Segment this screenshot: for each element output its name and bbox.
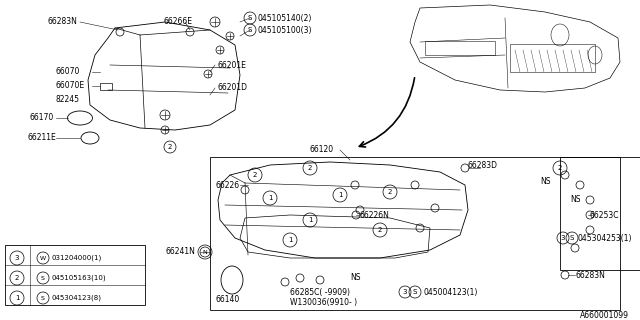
- Text: 66170: 66170: [30, 114, 54, 123]
- Text: 66283N: 66283N: [576, 270, 606, 279]
- Text: 1: 1: [338, 192, 342, 198]
- Text: W: W: [40, 255, 46, 260]
- Text: 66241N: 66241N: [165, 247, 195, 257]
- Text: 1: 1: [308, 217, 312, 223]
- Text: 2: 2: [253, 172, 257, 178]
- Text: S: S: [41, 276, 45, 281]
- Text: 2: 2: [388, 189, 392, 195]
- Bar: [210, 157, 620, 310]
- Text: 66211E: 66211E: [28, 133, 57, 142]
- Text: 66070E: 66070E: [56, 82, 85, 91]
- Text: 2: 2: [308, 165, 312, 171]
- Text: 66253C: 66253C: [590, 211, 620, 220]
- Text: 66226: 66226: [215, 180, 239, 189]
- Text: S: S: [248, 15, 252, 21]
- Text: 66283D: 66283D: [468, 161, 498, 170]
- Text: 045105100(3): 045105100(3): [258, 26, 312, 35]
- Text: 3: 3: [561, 235, 565, 241]
- Text: 045004123(1): 045004123(1): [423, 287, 477, 297]
- Text: S: S: [248, 27, 252, 33]
- Text: W130036(9910- ): W130036(9910- ): [290, 299, 357, 308]
- Text: 2: 2: [558, 165, 562, 171]
- Text: 3: 3: [15, 255, 19, 261]
- Text: N: N: [203, 250, 207, 254]
- Text: NS: NS: [350, 274, 360, 283]
- Text: 2: 2: [378, 227, 382, 233]
- Text: NS: NS: [570, 196, 580, 204]
- Bar: [560, 157, 640, 270]
- Text: 66201D: 66201D: [218, 84, 248, 92]
- Text: 66201E: 66201E: [218, 60, 247, 69]
- Text: 045105140(2): 045105140(2): [258, 13, 312, 22]
- Bar: [5, 245, 145, 305]
- Text: 1: 1: [15, 295, 19, 301]
- Text: 045105163(10): 045105163(10): [52, 275, 107, 281]
- Text: NS: NS: [540, 178, 550, 187]
- Text: S: S: [41, 295, 45, 300]
- Text: 2: 2: [168, 144, 172, 150]
- Text: A660001099: A660001099: [580, 311, 629, 320]
- Text: 1: 1: [288, 237, 292, 243]
- Text: 66266E: 66266E: [163, 18, 192, 27]
- Text: 1: 1: [268, 195, 272, 201]
- Text: 66285C( -9909): 66285C( -9909): [290, 287, 350, 297]
- Text: 82245: 82245: [56, 95, 80, 105]
- Bar: [510, 44, 595, 72]
- Text: 66070: 66070: [56, 68, 81, 76]
- Text: S: S: [570, 235, 574, 241]
- Text: 045304253(1): 045304253(1): [578, 234, 632, 243]
- Text: 66283N: 66283N: [47, 18, 77, 27]
- Bar: [100, 83, 112, 90]
- Text: 3: 3: [403, 289, 407, 295]
- Bar: [425, 41, 495, 55]
- Text: 66226N: 66226N: [360, 211, 390, 220]
- Text: 031204000(1): 031204000(1): [52, 255, 102, 261]
- Text: 045304123(8): 045304123(8): [52, 295, 102, 301]
- Text: 2: 2: [15, 275, 19, 281]
- Text: 66140: 66140: [215, 295, 239, 305]
- Text: 66120: 66120: [310, 146, 334, 155]
- Text: S: S: [413, 289, 417, 295]
